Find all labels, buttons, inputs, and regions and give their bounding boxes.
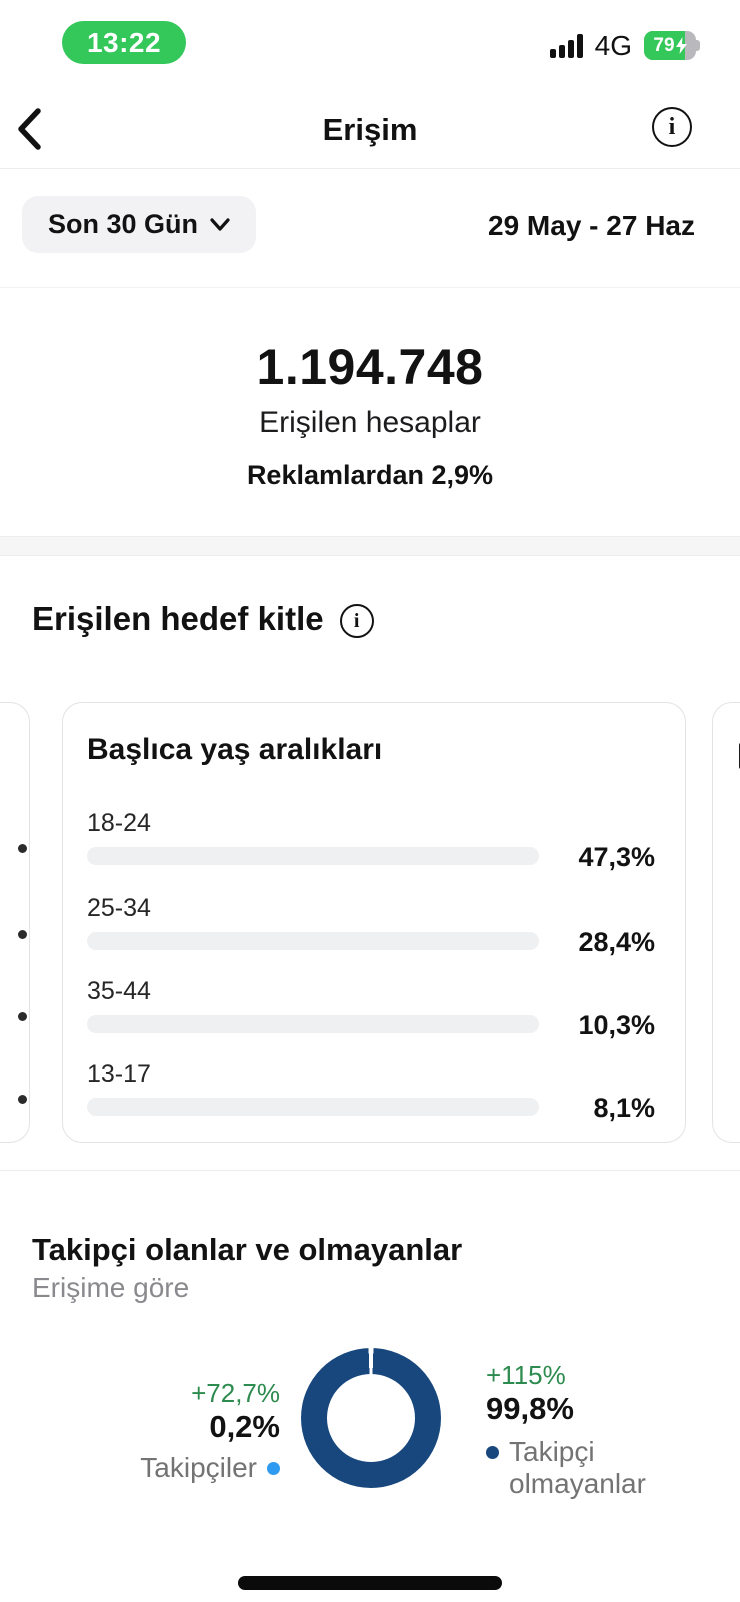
back-button[interactable]: [16, 106, 60, 152]
audience-section-title: Erişilen hedef kitle i: [32, 600, 374, 638]
non-followers-change: +115%: [486, 1360, 566, 1390]
followers-section-subtitle: Erişime göre: [32, 1272, 190, 1303]
age-range-row: 25-34 28,4%: [87, 894, 655, 957]
info-icon: i: [668, 113, 676, 140]
chevron-down-icon: [210, 218, 230, 231]
divider: [0, 1170, 740, 1171]
battery-icon: 79: [644, 31, 700, 60]
non-followers-legend: +115% 99,8% Takipçi olmayanlar: [486, 1360, 706, 1500]
date-range-dropdown-label: Son 30 Gün: [48, 209, 199, 239]
network-type-label: 4G: [594, 30, 632, 61]
clipped-percent-fragment: [18, 1095, 27, 1104]
chevron-left-icon: [18, 108, 41, 150]
status-time-pill[interactable]: 13:22: [62, 21, 186, 64]
signal-strength-icon: [549, 34, 583, 60]
home-indicator[interactable]: [238, 1576, 502, 1590]
age-range-bar-track: [87, 847, 539, 865]
age-card-title: Başlıca yaş aralıkları: [87, 733, 383, 766]
audience-section-title-text: Erişilen hedef kitle: [32, 600, 324, 637]
non-followers-label-line2: olmayanlar: [509, 1468, 646, 1499]
age-range-row: 13-17 8,1%: [87, 1060, 655, 1123]
header-info-button[interactable]: i: [652, 107, 692, 147]
date-range-dropdown[interactable]: Son 30 Gün: [22, 196, 257, 253]
reached-accounts-label: Erişilen hesaplar: [259, 406, 481, 439]
section-separator: [0, 536, 740, 556]
divider: [0, 287, 740, 288]
info-icon: i: [353, 609, 360, 632]
followers-legend: +72,7% 0,2% Takipçiler: [80, 1378, 280, 1484]
non-followers-legend-dot: [486, 1446, 499, 1459]
followers-change: +72,7%: [191, 1378, 280, 1408]
age-range-row: 35-44 10,3%: [87, 977, 655, 1040]
divider: [0, 168, 740, 169]
audience-info-button[interactable]: i: [339, 604, 374, 638]
carousel-card-previous[interactable]: [0, 702, 30, 1143]
battery-percent: 79: [653, 34, 675, 56]
followers-value: 0,2%: [209, 1409, 280, 1444]
date-range-value: 29 May - 27 Haz: [488, 210, 695, 241]
age-range-bar-track: [87, 1015, 539, 1033]
carousel-card-next[interactable]: [712, 702, 740, 1143]
age-range-value: 10,3%: [578, 1010, 655, 1040]
age-range-row: 18-24 47,3%: [87, 809, 655, 872]
age-range-bar-track: [87, 1098, 539, 1116]
non-followers-value: 99,8%: [486, 1391, 574, 1426]
reached-accounts-value: 1.194.748: [256, 339, 484, 395]
followers-section-title: Takipçi olanlar ve olmayanlar: [32, 1232, 463, 1267]
page-title: Erişim: [322, 112, 418, 147]
followers-label: Takipçiler: [140, 1452, 257, 1483]
age-range-label: 13-17: [87, 1060, 151, 1088]
age-range-value: 28,4%: [578, 927, 655, 957]
from-ads-note: Reklamlardan 2,9%: [246, 460, 494, 490]
clipped-percent-fragment: [18, 844, 27, 853]
age-range-label: 25-34: [87, 894, 151, 922]
age-range-label: 18-24: [87, 809, 151, 837]
age-range-bar-track: [87, 932, 539, 950]
followers-legend-dot: [267, 1461, 280, 1475]
charging-bolt-icon: [675, 37, 687, 54]
status-time: 13:22: [86, 26, 162, 58]
status-right-cluster: 4G 79: [549, 28, 700, 61]
age-ranges-card[interactable]: Başlıca yaş aralıkları 18-24 47,3% 25-34…: [62, 702, 686, 1143]
non-followers-label: Takipçi olmayanlar: [509, 1436, 646, 1500]
age-range-value: 8,1%: [593, 1093, 655, 1123]
clipped-percent-fragment: [18, 930, 27, 939]
age-range-label: 35-44: [87, 977, 151, 1005]
followers-donut-chart: [301, 1348, 441, 1488]
non-followers-label-line1: Takipçi: [509, 1436, 595, 1467]
clipped-percent-fragment: [18, 1012, 27, 1021]
age-range-value: 47,3%: [578, 842, 655, 872]
